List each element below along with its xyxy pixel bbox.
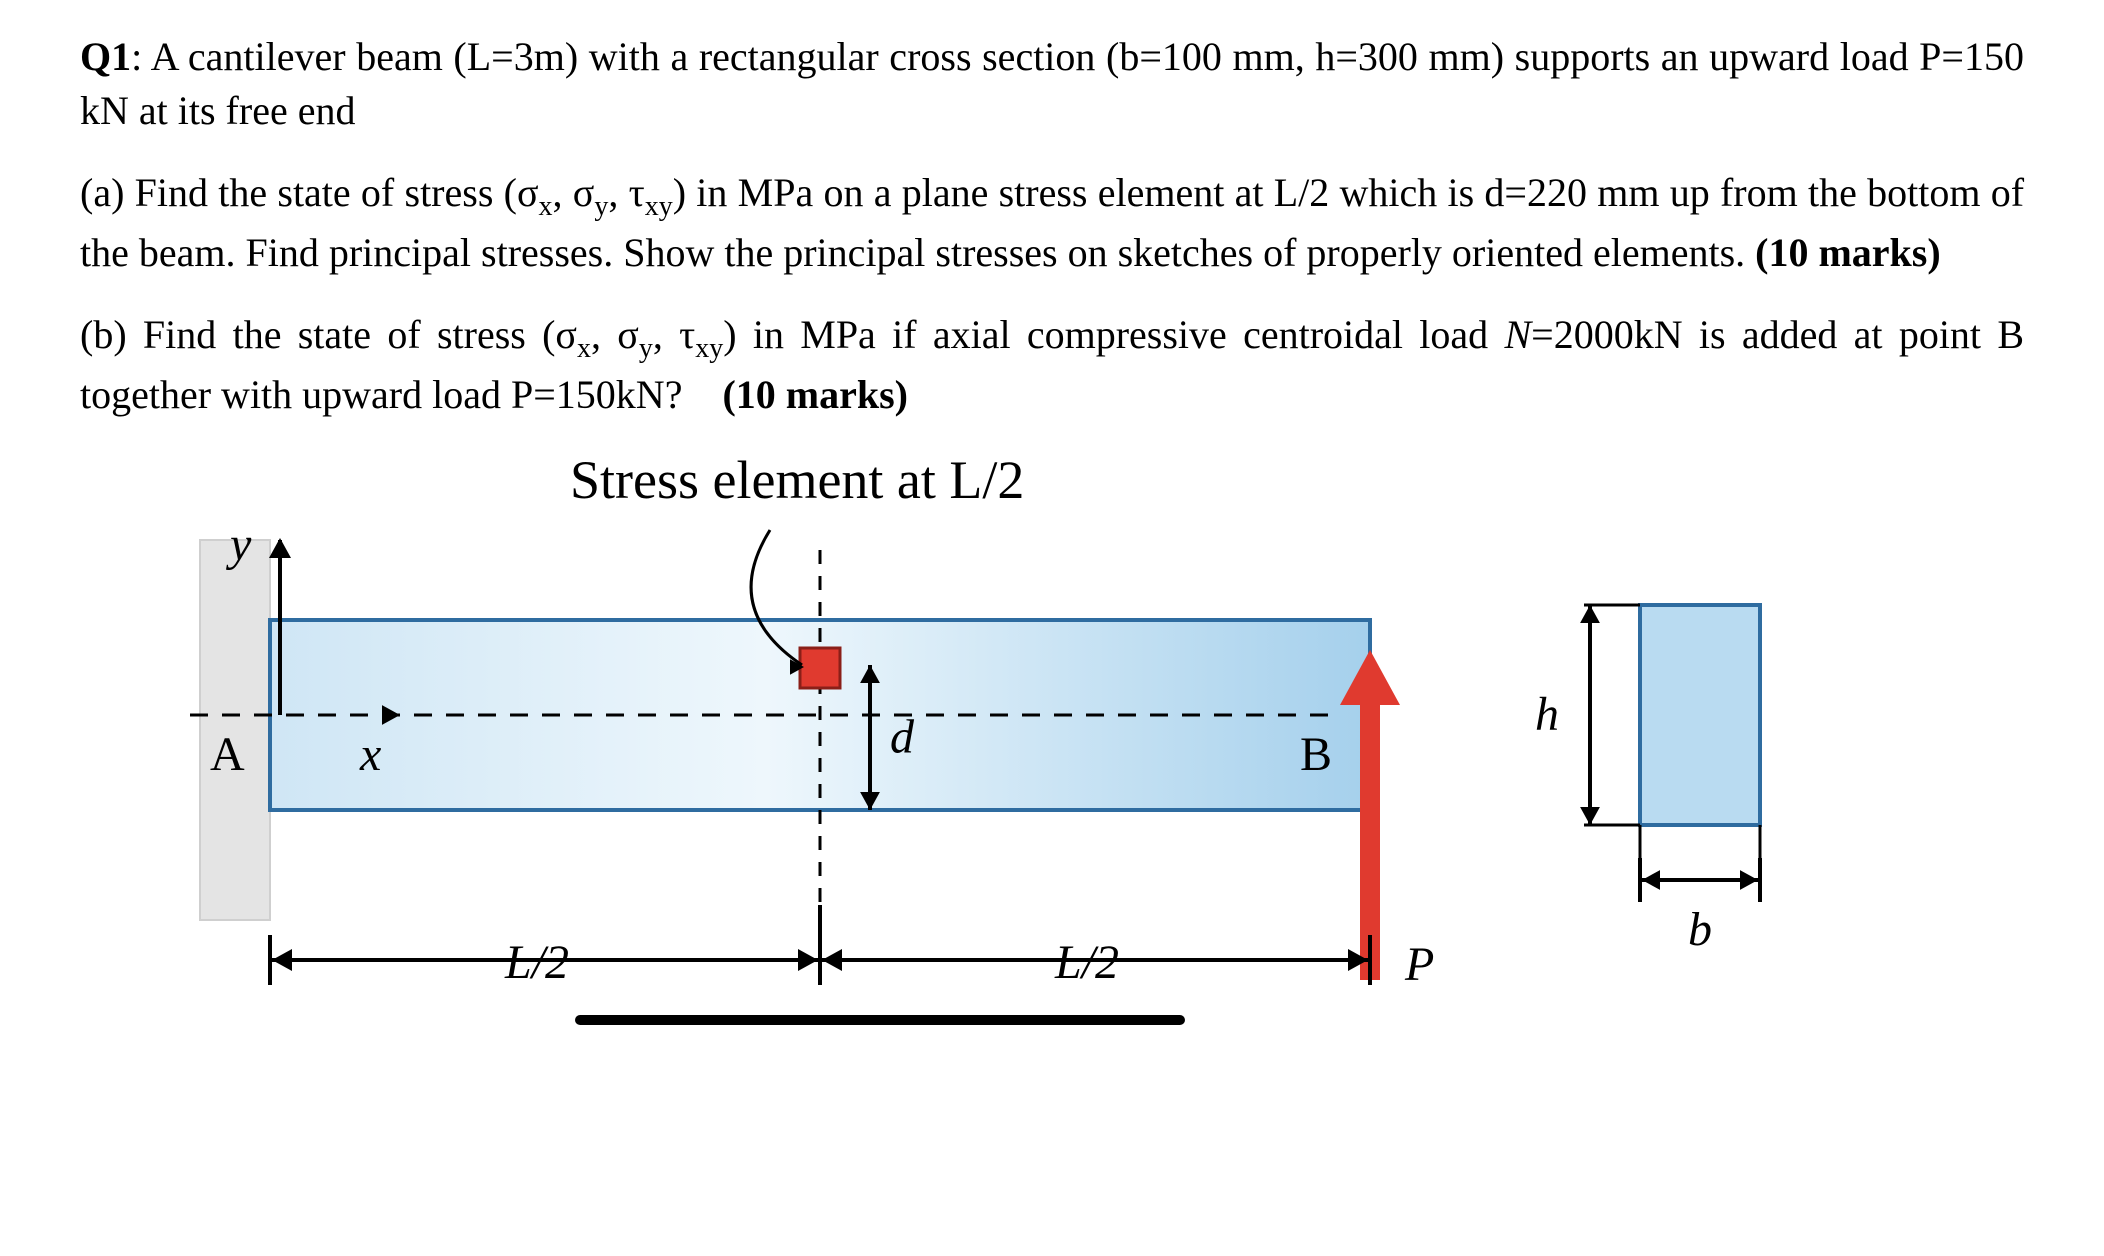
svg-text:y: y [225,518,252,571]
svg-text:L/2: L/2 [1054,936,1119,989]
q1-label: Q1 [80,34,131,79]
a-marks: (10 marks) [1755,230,1941,275]
b-text-2: , σ [591,312,639,357]
a-text-2: , σ [553,170,595,215]
svg-text:P: P [1404,938,1434,991]
svg-text:L/2: L/2 [504,936,569,989]
a-sub-y: y [594,191,608,222]
b-text-1: (b) Find the state of stress (σ [80,312,577,357]
b-sub-xy: xy [695,333,723,364]
paragraph-q1: Q1: A cantilever beam (L=3m) with a rect… [80,30,2024,138]
a-text-3: , τ [608,170,644,215]
q1-body: : A cantilever beam (L=3m) with a rectan… [80,34,2024,133]
svg-text:x: x [359,728,381,781]
figure-area: Stress element at L/2 y x A Bd P L/2 L/2 h b [80,450,2024,1090]
b-marks: (10 marks) [722,372,908,417]
a-sub-xy: xy [645,191,673,222]
svg-text:Stress element at L/2: Stress element at L/2 [570,450,1024,510]
b-sub-x: x [577,333,591,364]
svg-text:A: A [210,728,245,781]
b-text-3: , τ [653,312,695,357]
svg-text:h: h [1535,688,1559,741]
b-text-4: ) in MPa if axial compressive centroidal… [723,312,1504,357]
a-text-1: (a) Find the state of stress (σ [80,170,539,215]
a-sub-x: x [539,191,553,222]
svg-text:b: b [1688,903,1712,956]
svg-text:d: d [890,710,915,763]
b-N: N [1504,312,1531,357]
svg-text:B: B [1300,728,1332,781]
b-sub-y: y [639,333,653,364]
paragraph-b: (b) Find the state of stress (σx, σy, τx… [80,308,2024,422]
page-root: Q1: A cantilever beam (L=3m) with a rect… [0,0,2104,1256]
paragraph-a: (a) Find the state of stress (σx, σy, τx… [80,166,2024,280]
beam-diagram: Stress element at L/2 y x A Bd P L/2 L/2 h b [80,450,2024,1090]
